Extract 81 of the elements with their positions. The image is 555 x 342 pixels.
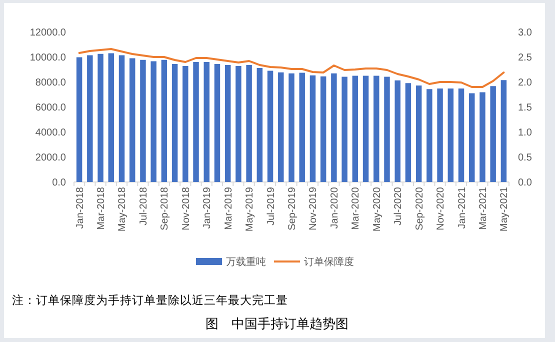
bar [224, 65, 231, 182]
bar [161, 60, 168, 182]
x-tick-label: Jan-2021 [456, 186, 468, 229]
x-tick-label: Mar-2020 [350, 186, 362, 230]
bar [214, 64, 220, 182]
bar [490, 86, 496, 182]
legend-label: 万载重吨 [226, 256, 266, 268]
legend-label: 订单保障度 [304, 256, 354, 268]
bar [118, 55, 125, 182]
bar [76, 57, 82, 182]
y2-tick-label: 1.5 [518, 102, 532, 114]
bar [362, 76, 369, 182]
bar [140, 60, 146, 182]
y2-tick-label: 1.0 [518, 128, 532, 138]
bar [267, 70, 274, 182]
bar [374, 76, 380, 182]
x-tick-label: Jan-2020 [329, 186, 340, 229]
bar [236, 66, 242, 182]
bar [320, 76, 326, 182]
x-tick-label: May-2019 [244, 186, 256, 232]
y-tick-label: 8000.0 [35, 78, 66, 88]
bar [394, 80, 400, 182]
bar [405, 83, 412, 182]
x-tick-label: Nov-2019 [308, 186, 320, 230]
x-tick-label: Mar-2021 [478, 186, 489, 230]
x-tick-label: Nov-2018 [180, 186, 192, 230]
x-tick-label: Sep-2018 [160, 186, 171, 230]
y-tick-label: 2000.0 [35, 152, 66, 164]
x-tick-label: Mar-2018 [96, 186, 108, 230]
y-tick-label: 0.0 [52, 178, 66, 188]
bar [172, 64, 178, 182]
line-series [78, 48, 505, 88]
bar [310, 75, 316, 182]
bar [204, 62, 210, 182]
bar [182, 66, 188, 182]
y-tick-label: 10000.0 [30, 52, 66, 64]
y-tick-label: 4000.0 [35, 128, 66, 138]
y2-tick-label: 2.5 [518, 52, 532, 64]
x-tick-label: Jan-2019 [202, 186, 214, 229]
x-tick-label: Sep-2020 [414, 186, 426, 230]
x-tick-label: Jul-2019 [266, 186, 277, 226]
bar [416, 86, 422, 182]
y2-tick-label: 0.0 [518, 178, 532, 188]
bar [500, 80, 507, 182]
y-tick-label: 6000.0 [35, 102, 66, 114]
y2-tick-label: 0.5 [518, 152, 532, 164]
x-tick-label: Sep-2019 [287, 186, 298, 230]
bar [384, 76, 390, 182]
bar [288, 73, 294, 182]
x-tick-label: May-2018 [117, 186, 128, 232]
bar [437, 88, 443, 182]
bar [299, 72, 305, 182]
bar [352, 76, 358, 182]
x-tick-label: Jan-2018 [74, 186, 86, 229]
text: 注：订单保障度为手持订单量除以近三年最大完工量 [12, 293, 288, 307]
text: 图 中国手持订单趋势图 [206, 316, 348, 331]
x-tick-label: May-2020 [372, 186, 383, 232]
bar [342, 76, 348, 182]
bar [150, 61, 156, 182]
bar [480, 92, 486, 182]
bar [246, 65, 252, 182]
bar [458, 88, 464, 182]
bar [278, 72, 284, 182]
bar [256, 68, 263, 182]
bar [193, 62, 199, 182]
bar [469, 93, 475, 182]
bar [331, 73, 337, 182]
y2-tick-label: 2.0 [518, 78, 532, 88]
y2-tick-label: 3.0 [518, 28, 532, 38]
x-tick-label: Nov-2020 [436, 186, 447, 230]
x-tick-label: Jul-2018 [138, 186, 150, 226]
bar [87, 55, 93, 182]
bar [108, 53, 114, 182]
bar [448, 88, 454, 182]
bar [98, 54, 104, 182]
x-tick-label: Jul-2020 [393, 186, 404, 226]
y-tick-label: 12000.0 [30, 28, 66, 38]
bar [426, 89, 432, 182]
x-tick-label: May-2021 [499, 186, 510, 232]
x-tick-label: Mar-2019 [223, 186, 234, 230]
bar [129, 58, 136, 182]
